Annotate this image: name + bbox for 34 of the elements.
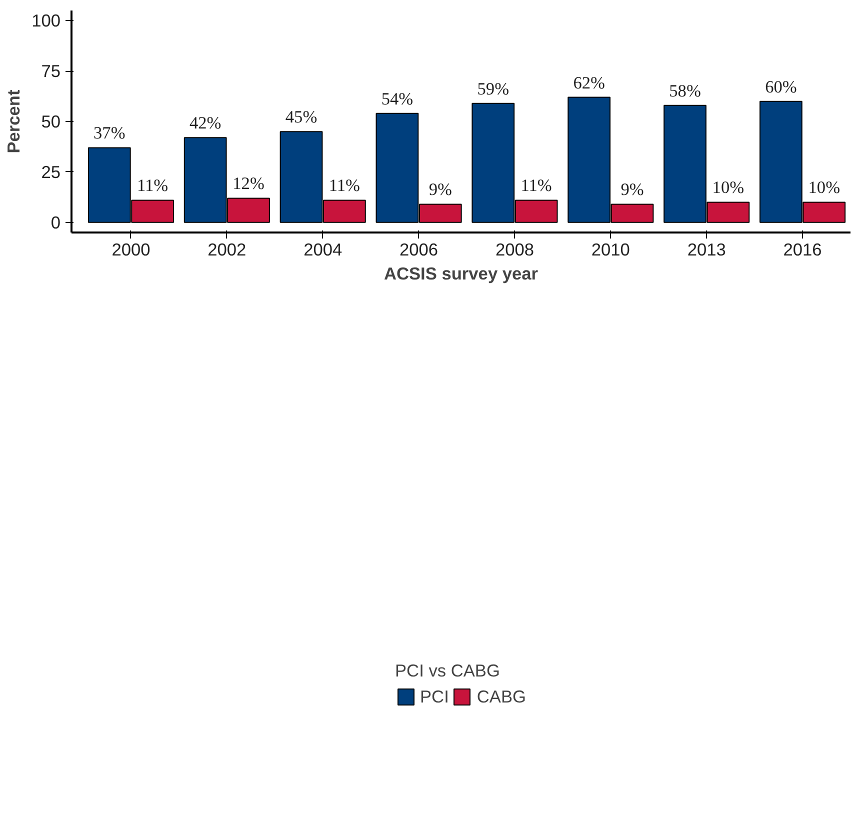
x-tick-label: 2006 [400, 240, 438, 260]
data-label: 9% [620, 180, 644, 200]
x-tick-label: 2000 [112, 240, 150, 260]
data-label: 60% [765, 77, 797, 96]
y-axis-title: Percent [4, 89, 24, 154]
y-tick-label: 0 [50, 212, 61, 232]
data-label: 45% [285, 108, 318, 127]
x-tick-label: 2010 [591, 240, 630, 260]
data-label: 59% [477, 79, 510, 98]
legend-label: PCI [420, 686, 449, 708]
data-label: 54% [381, 89, 414, 108]
data-label: 10% [808, 178, 840, 198]
y-tick-label: 50 [41, 112, 61, 132]
x-tick-label: 2016 [783, 240, 822, 260]
data-label: 10% [712, 178, 744, 198]
data-label: 9% [428, 180, 452, 200]
legend-label: CABG [476, 686, 526, 708]
data-label: 11% [328, 176, 360, 196]
data-label: 37% [94, 124, 126, 143]
x-tick-label: 2013 [687, 240, 726, 260]
x-tick-label: 2002 [208, 240, 246, 260]
data-label: 42% [189, 114, 222, 133]
data-label: 11% [520, 176, 552, 196]
x-tick-label: 2004 [304, 240, 342, 260]
data-label: 58% [669, 81, 701, 100]
y-tick-label: 75 [41, 61, 61, 82]
data-label: 62% [573, 73, 605, 92]
x-tick-label: 2008 [495, 240, 534, 260]
data-label: 12% [232, 174, 264, 194]
y-tick-label: 100 [32, 10, 61, 31]
y-tick-label: 25 [41, 162, 61, 182]
data-label: 11% [137, 176, 168, 196]
legend-title: PCI vs CABG [395, 660, 501, 682]
x-axis-title: ACSIS survey year [384, 264, 538, 284]
